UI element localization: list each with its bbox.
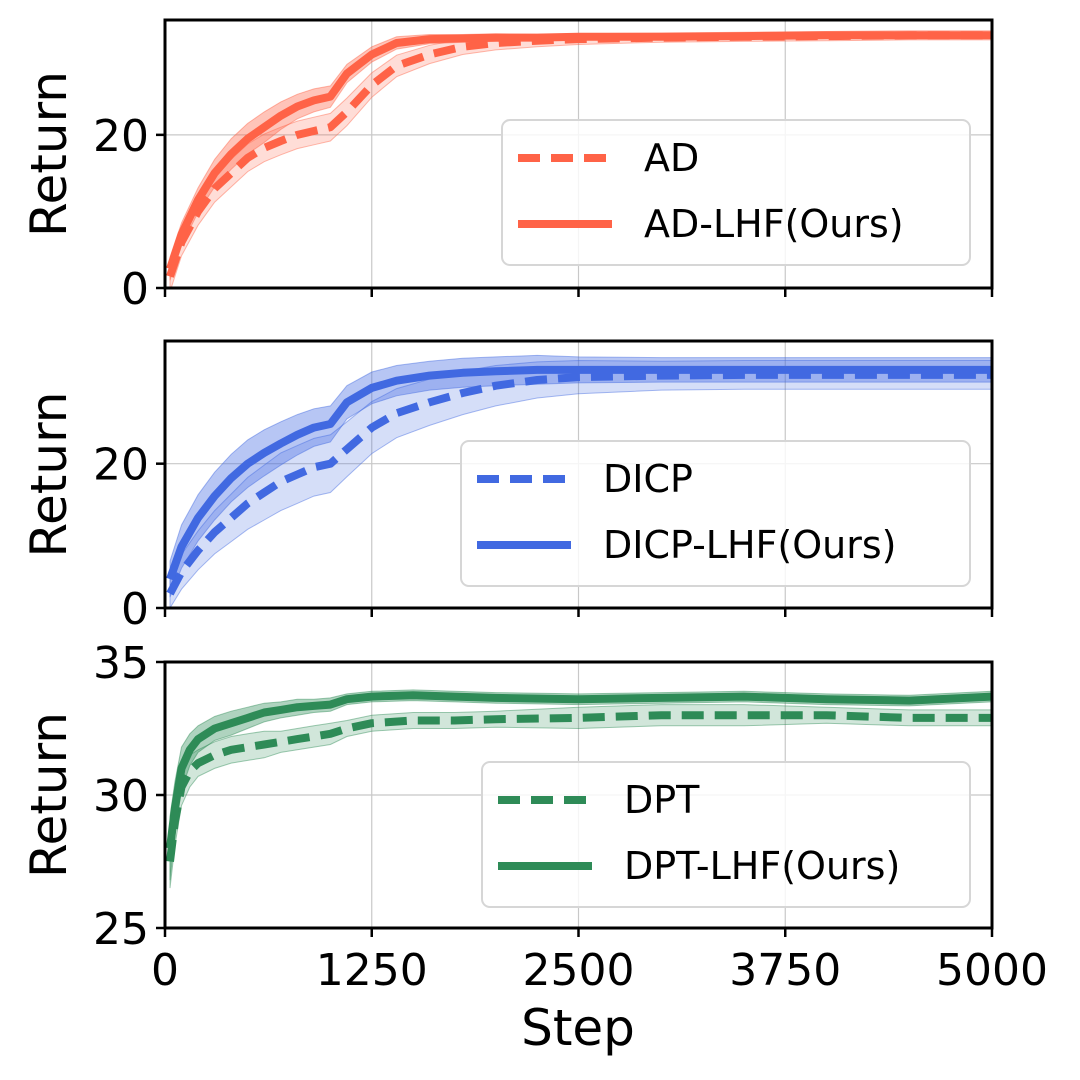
legend-box [481, 761, 971, 908]
y-tick-label: 35 [93, 638, 149, 689]
confidence-band-dpt-lhf-ours- [169, 689, 992, 881]
legend: DICP DICP-LHF(Ours) [460, 440, 971, 587]
x-tick-label: 0 [151, 945, 179, 996]
y-axis-title: Return [20, 71, 78, 237]
panel-dpt: 0 1250 2500 3750 5000 25 30 35 Return DPT DPT-LHF(… [20, 638, 1048, 996]
y-axis-title: Return [20, 712, 78, 878]
series-line-ad-lhf-ours- [166, 31, 992, 271]
y-tick-label: 0 [121, 584, 149, 635]
plot-area [166, 30, 992, 288]
legend-box [501, 119, 971, 266]
confidence-band-dpt [169, 704, 992, 889]
legend-label: DPT-LHF(Ours) [624, 844, 900, 888]
y-tick-label: 20 [93, 111, 149, 162]
legend: AD AD-LHF(Ours) [501, 119, 971, 266]
panel-ad: 0 20 Return AD AD-LHF(Ours) [20, 18, 994, 315]
confidence-band-ad-lhf-ours- [169, 31, 992, 281]
y-axis-title: Return [20, 392, 78, 558]
legend-label: AD-LHF(Ours) [644, 202, 904, 246]
series-line-dicp-lhf-ours- [166, 365, 992, 581]
x-tick-label: 1250 [316, 945, 428, 996]
legend-label: DICP-LHF(Ours) [603, 523, 896, 567]
legend-label: DICP [603, 457, 693, 501]
series-line-dpt-lhf-ours- [166, 691, 992, 849]
panel-dicp: 0 20 Return DICP DICP-LHF(Ours) [20, 339, 994, 635]
x-axis-title: Step [521, 999, 635, 1057]
y-tick-label: 0 [121, 264, 149, 315]
x-tick-label: 3750 [729, 945, 841, 996]
plot-area [166, 689, 992, 889]
y-tick-label: 25 [93, 904, 149, 955]
x-tick-label: 2500 [523, 945, 635, 996]
y-tick-label: 30 [93, 771, 149, 822]
legend-label: AD [644, 136, 699, 180]
x-tick-label: 5000 [936, 945, 1048, 996]
confidence-band-ad [169, 30, 992, 288]
confidence-band-dicp-lhf-ours- [169, 354, 992, 598]
series-line-dpt [166, 711, 992, 862]
legend-label: DPT [624, 778, 700, 822]
y-tick-label: 20 [93, 440, 149, 491]
plot-area [166, 354, 992, 608]
series-line-dicp [166, 370, 992, 596]
legend-box [460, 440, 971, 587]
legend: DPT DPT-LHF(Ours) [481, 761, 971, 908]
